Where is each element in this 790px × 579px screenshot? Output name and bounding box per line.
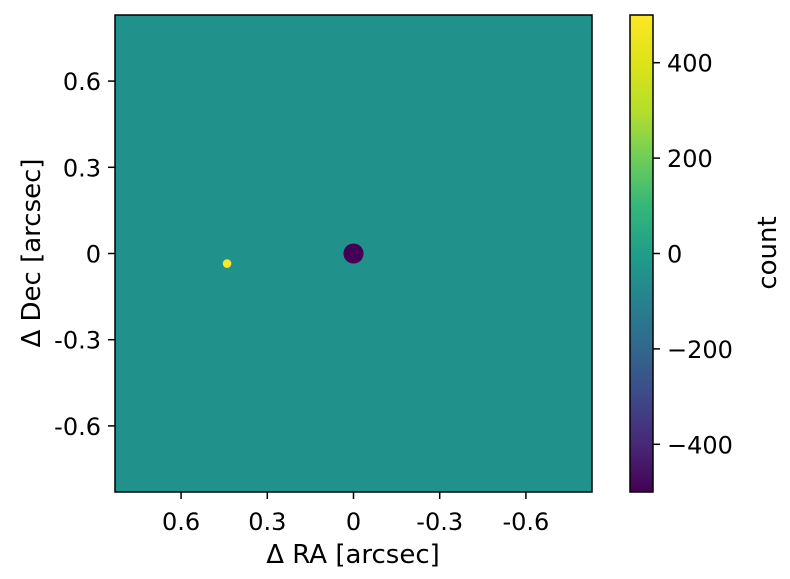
colorbar: 400 200 0 −200 −400 count [629,14,783,493]
x-tick-label: 0.6 [162,508,200,536]
colorbar-gradient [629,14,654,493]
x-tick-label: 0.3 [248,508,286,536]
y-axis-label: Δ Dec [arcsec] [17,158,47,347]
y-tick-label: 0.3 [63,154,101,182]
colorbar-tick-label: −400 [667,431,733,459]
y-tick-label: -0.6 [54,413,101,441]
colorbar-tick-label: 400 [667,50,713,78]
y-tick-label: 0.6 [63,68,101,96]
dark-source [343,243,364,264]
y-tick-label: -0.3 [54,327,101,355]
colorbar-label: count [753,216,783,289]
bright-source [222,259,232,268]
colorbar-ticks: 400 200 0 −200 −400 [653,50,733,459]
x-tick-label: -0.3 [416,508,463,536]
x-axis-ticks: 0.6 0.3 0 -0.3 -0.6 [162,492,549,536]
x-tick-label: 0 [346,508,361,536]
y-axis-ticks: 0.6 0.3 0 -0.3 -0.6 [54,68,115,441]
colorbar-tick-label: 200 [667,145,713,173]
heatmap-plot [114,14,593,493]
x-tick-label: -0.6 [502,508,549,536]
colorbar-tick-label: 0 [667,241,682,269]
colorbar-tick-label: −200 [667,336,733,364]
y-tick-label: 0 [86,241,101,269]
x-axis-label: Δ RA [arcsec] [266,540,440,570]
